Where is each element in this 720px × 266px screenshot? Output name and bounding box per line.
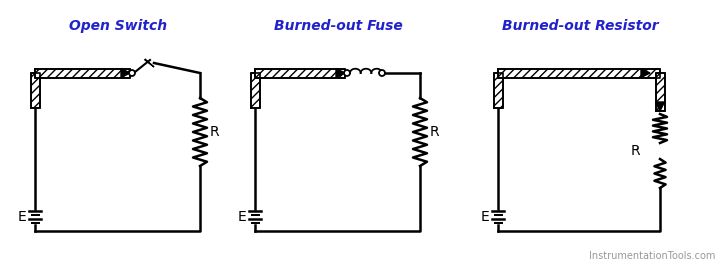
Text: R: R xyxy=(430,125,440,139)
Circle shape xyxy=(344,70,350,76)
Polygon shape xyxy=(336,69,345,77)
Polygon shape xyxy=(30,73,40,108)
Polygon shape xyxy=(493,73,503,108)
Polygon shape xyxy=(251,73,259,108)
Polygon shape xyxy=(145,59,154,67)
Polygon shape xyxy=(498,69,660,77)
Text: E: E xyxy=(238,210,246,224)
Text: InstrumentationTools.com: InstrumentationTools.com xyxy=(589,251,715,261)
Polygon shape xyxy=(655,102,665,111)
Text: E: E xyxy=(481,210,490,224)
Text: Open Switch: Open Switch xyxy=(69,19,167,33)
Text: Burned-out Resistor: Burned-out Resistor xyxy=(502,19,658,33)
Circle shape xyxy=(129,70,135,76)
Polygon shape xyxy=(655,73,665,111)
Polygon shape xyxy=(641,69,650,77)
Polygon shape xyxy=(35,69,130,77)
Text: R: R xyxy=(630,144,640,158)
Text: E: E xyxy=(17,210,27,224)
Polygon shape xyxy=(121,69,130,77)
Text: Burned-out Fuse: Burned-out Fuse xyxy=(274,19,402,33)
Circle shape xyxy=(379,70,385,76)
Text: R: R xyxy=(210,125,220,139)
Polygon shape xyxy=(255,69,345,77)
